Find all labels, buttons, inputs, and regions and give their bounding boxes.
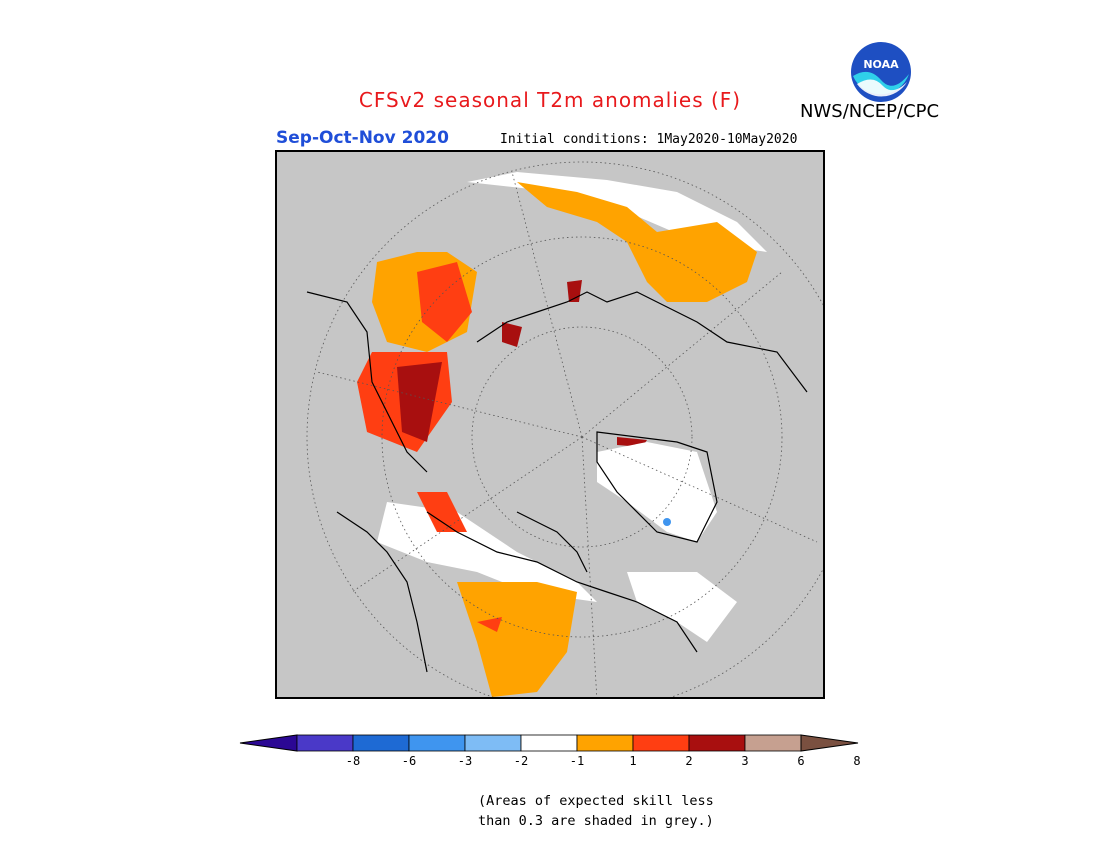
colorbar-tick-label: 8 bbox=[853, 754, 860, 768]
colorbar: -8 -6 -3 -2 -1 1 2 3 6 8 bbox=[238, 733, 862, 773]
colorbar-tick-label: -6 bbox=[402, 754, 416, 768]
colorbar-tick-label: 3 bbox=[741, 754, 748, 768]
colorbar-tick-label: 1 bbox=[629, 754, 636, 768]
season-label: Sep-Oct-Nov 2020 bbox=[276, 128, 449, 148]
colorbar-tick-label: -3 bbox=[458, 754, 472, 768]
darkred-patch-1 bbox=[502, 322, 522, 347]
colorbar-tick-label: -2 bbox=[514, 754, 528, 768]
white-region-east bbox=[627, 572, 737, 642]
red-region-europe bbox=[417, 262, 472, 342]
noaa-logo-icon: NOAA bbox=[849, 40, 913, 104]
colorbar-tick-label: -8 bbox=[346, 754, 360, 768]
colorbar-swatch bbox=[520, 734, 578, 752]
colorbar-arrow-left bbox=[239, 734, 298, 752]
colorbar-tick-label: 2 bbox=[685, 754, 692, 768]
colorbar-swatch bbox=[688, 734, 746, 752]
agency-label: NWS/NCEP/CPC bbox=[800, 101, 940, 122]
map-title: CFSv2 seasonal T2m anomalies (F) bbox=[358, 88, 742, 112]
colorbar-swatch bbox=[576, 734, 634, 752]
red-patch-namerica bbox=[477, 617, 502, 632]
red-patch-alaska bbox=[417, 492, 467, 532]
note-line-1: (Areas of expected skill less bbox=[478, 793, 714, 809]
colorbar-tick-label: -1 bbox=[570, 754, 584, 768]
colorbar-swatch bbox=[296, 734, 354, 752]
initial-conditions-label: Initial conditions: 1May2020-10May2020 bbox=[500, 132, 798, 147]
skill-note: (Areas of expected skill less than 0.3 a… bbox=[478, 791, 714, 831]
colorbar-swatch bbox=[464, 734, 522, 752]
note-line-2: than 0.3 are shaded in grey.) bbox=[478, 813, 714, 829]
white-region-canada bbox=[377, 502, 597, 602]
colorbar-svg: -8 -6 -3 -2 -1 1 2 3 6 8 bbox=[239, 734, 861, 768]
blue-anomaly-dot bbox=[663, 518, 671, 526]
darkred-region-west bbox=[397, 362, 442, 442]
colorbar-swatch bbox=[408, 734, 466, 752]
orange-region-asia bbox=[517, 182, 757, 302]
colorbar-tick-label: 6 bbox=[797, 754, 804, 768]
noaa-logo-text: NOAA bbox=[863, 58, 899, 71]
colorbar-arrow-right bbox=[800, 734, 859, 752]
polar-map-svg bbox=[306, 161, 823, 697]
colorbar-swatch bbox=[632, 734, 690, 752]
orange-region-namerica bbox=[457, 582, 577, 697]
white-region-greenland bbox=[597, 442, 717, 542]
anomaly-map bbox=[275, 150, 825, 699]
colorbar-swatch bbox=[744, 734, 802, 752]
colorbar-swatch bbox=[352, 734, 410, 752]
